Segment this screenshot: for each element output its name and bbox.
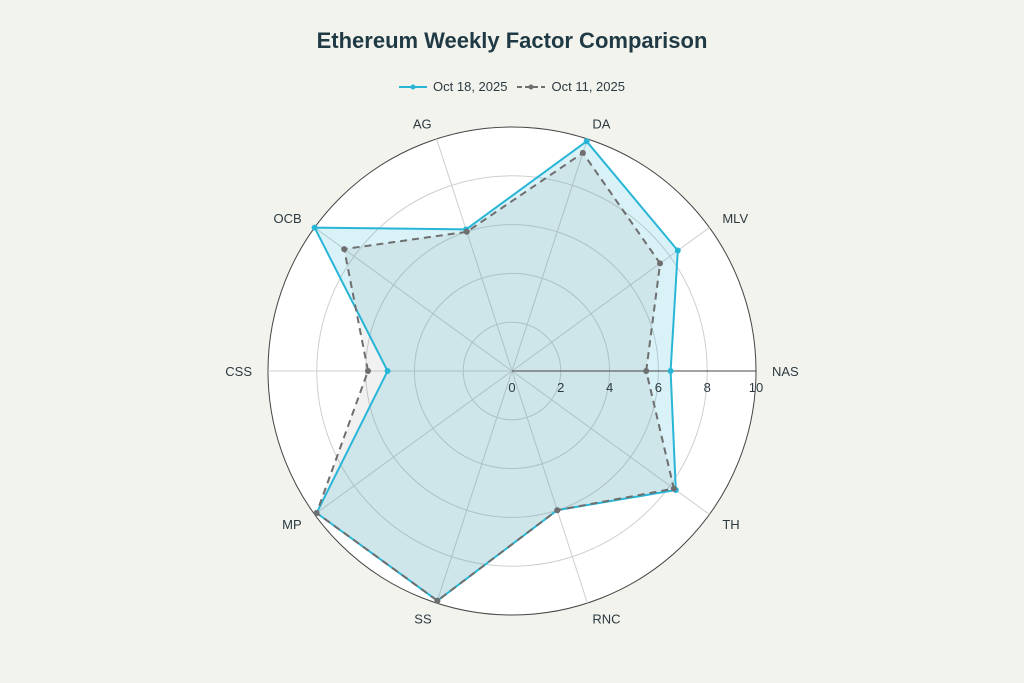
- radial-tick-label-2: 2: [557, 380, 564, 395]
- category-label-nas: NAS: [772, 364, 799, 379]
- point-series-1-mlv[interactable]: [674, 247, 681, 254]
- spoke-mp: [314, 370, 513, 515]
- point-series-2-da[interactable]: [579, 149, 586, 156]
- point-series-1-da[interactable]: [583, 138, 590, 145]
- point-series-1-nas[interactable]: [667, 368, 674, 374]
- category-label-ocb: OCB: [273, 211, 301, 226]
- chart-title: Ethereum Weekly Factor Comparison: [316, 28, 708, 53]
- point-series-2-ocb[interactable]: [341, 246, 348, 253]
- spoke-da: [511, 138, 588, 372]
- category-label-mp: MP: [282, 517, 302, 532]
- series-area-1: [314, 141, 678, 601]
- point-series-1-css[interactable]: [384, 368, 391, 374]
- point-series-2-mlv[interactable]: [657, 260, 664, 267]
- point-series-2-nas[interactable]: [643, 368, 650, 374]
- spoke-ocb: [314, 227, 513, 372]
- series-area-2: [316, 152, 674, 601]
- category-label-mlv: MLV: [722, 211, 748, 226]
- radial-tick-label-0: 0: [508, 380, 515, 395]
- legend-swatch-series-2: [517, 84, 546, 89]
- category-label-da: DA: [592, 117, 610, 132]
- radial-tick-label-8: 8: [704, 380, 711, 395]
- spoke-ss: [436, 370, 513, 604]
- point-series-2-rnc[interactable]: [554, 507, 561, 514]
- legend-label-series-2: Oct 11, 2025: [551, 79, 625, 94]
- legend-item-series-1[interactable]: Oct 18, 2025: [399, 79, 507, 94]
- legend-label-series-1: Oct 18, 2025: [433, 79, 508, 94]
- point-series-2-css[interactable]: [365, 368, 372, 374]
- point-series-2-ag[interactable]: [463, 228, 470, 235]
- category-label-css: CSS: [225, 364, 252, 379]
- category-label-th: TH: [722, 517, 739, 532]
- point-series-2-th[interactable]: [670, 485, 677, 492]
- spoke-rnc: [511, 370, 588, 604]
- radial-tick-label-4: 4: [606, 380, 613, 395]
- legend-swatch-series-1: [399, 84, 428, 89]
- category-label-rnc: RNC: [592, 611, 620, 626]
- legend-item-series-2[interactable]: Oct 11, 2025: [517, 79, 625, 94]
- spoke-ag: [436, 138, 513, 372]
- radial-tick-label-6: 6: [655, 380, 662, 395]
- legend: Oct 18, 2025 Oct 11, 2025: [0, 79, 1024, 94]
- series-line-2: [315, 151, 675, 602]
- category-label-ag: AG: [413, 117, 432, 132]
- category-label-ss: SS: [414, 611, 432, 626]
- radial-tick-label-10: 10: [749, 380, 763, 395]
- point-series-2-ss[interactable]: [434, 597, 441, 604]
- point-series-1-ocb[interactable]: [311, 224, 318, 231]
- point-series-2-mp[interactable]: [313, 509, 320, 516]
